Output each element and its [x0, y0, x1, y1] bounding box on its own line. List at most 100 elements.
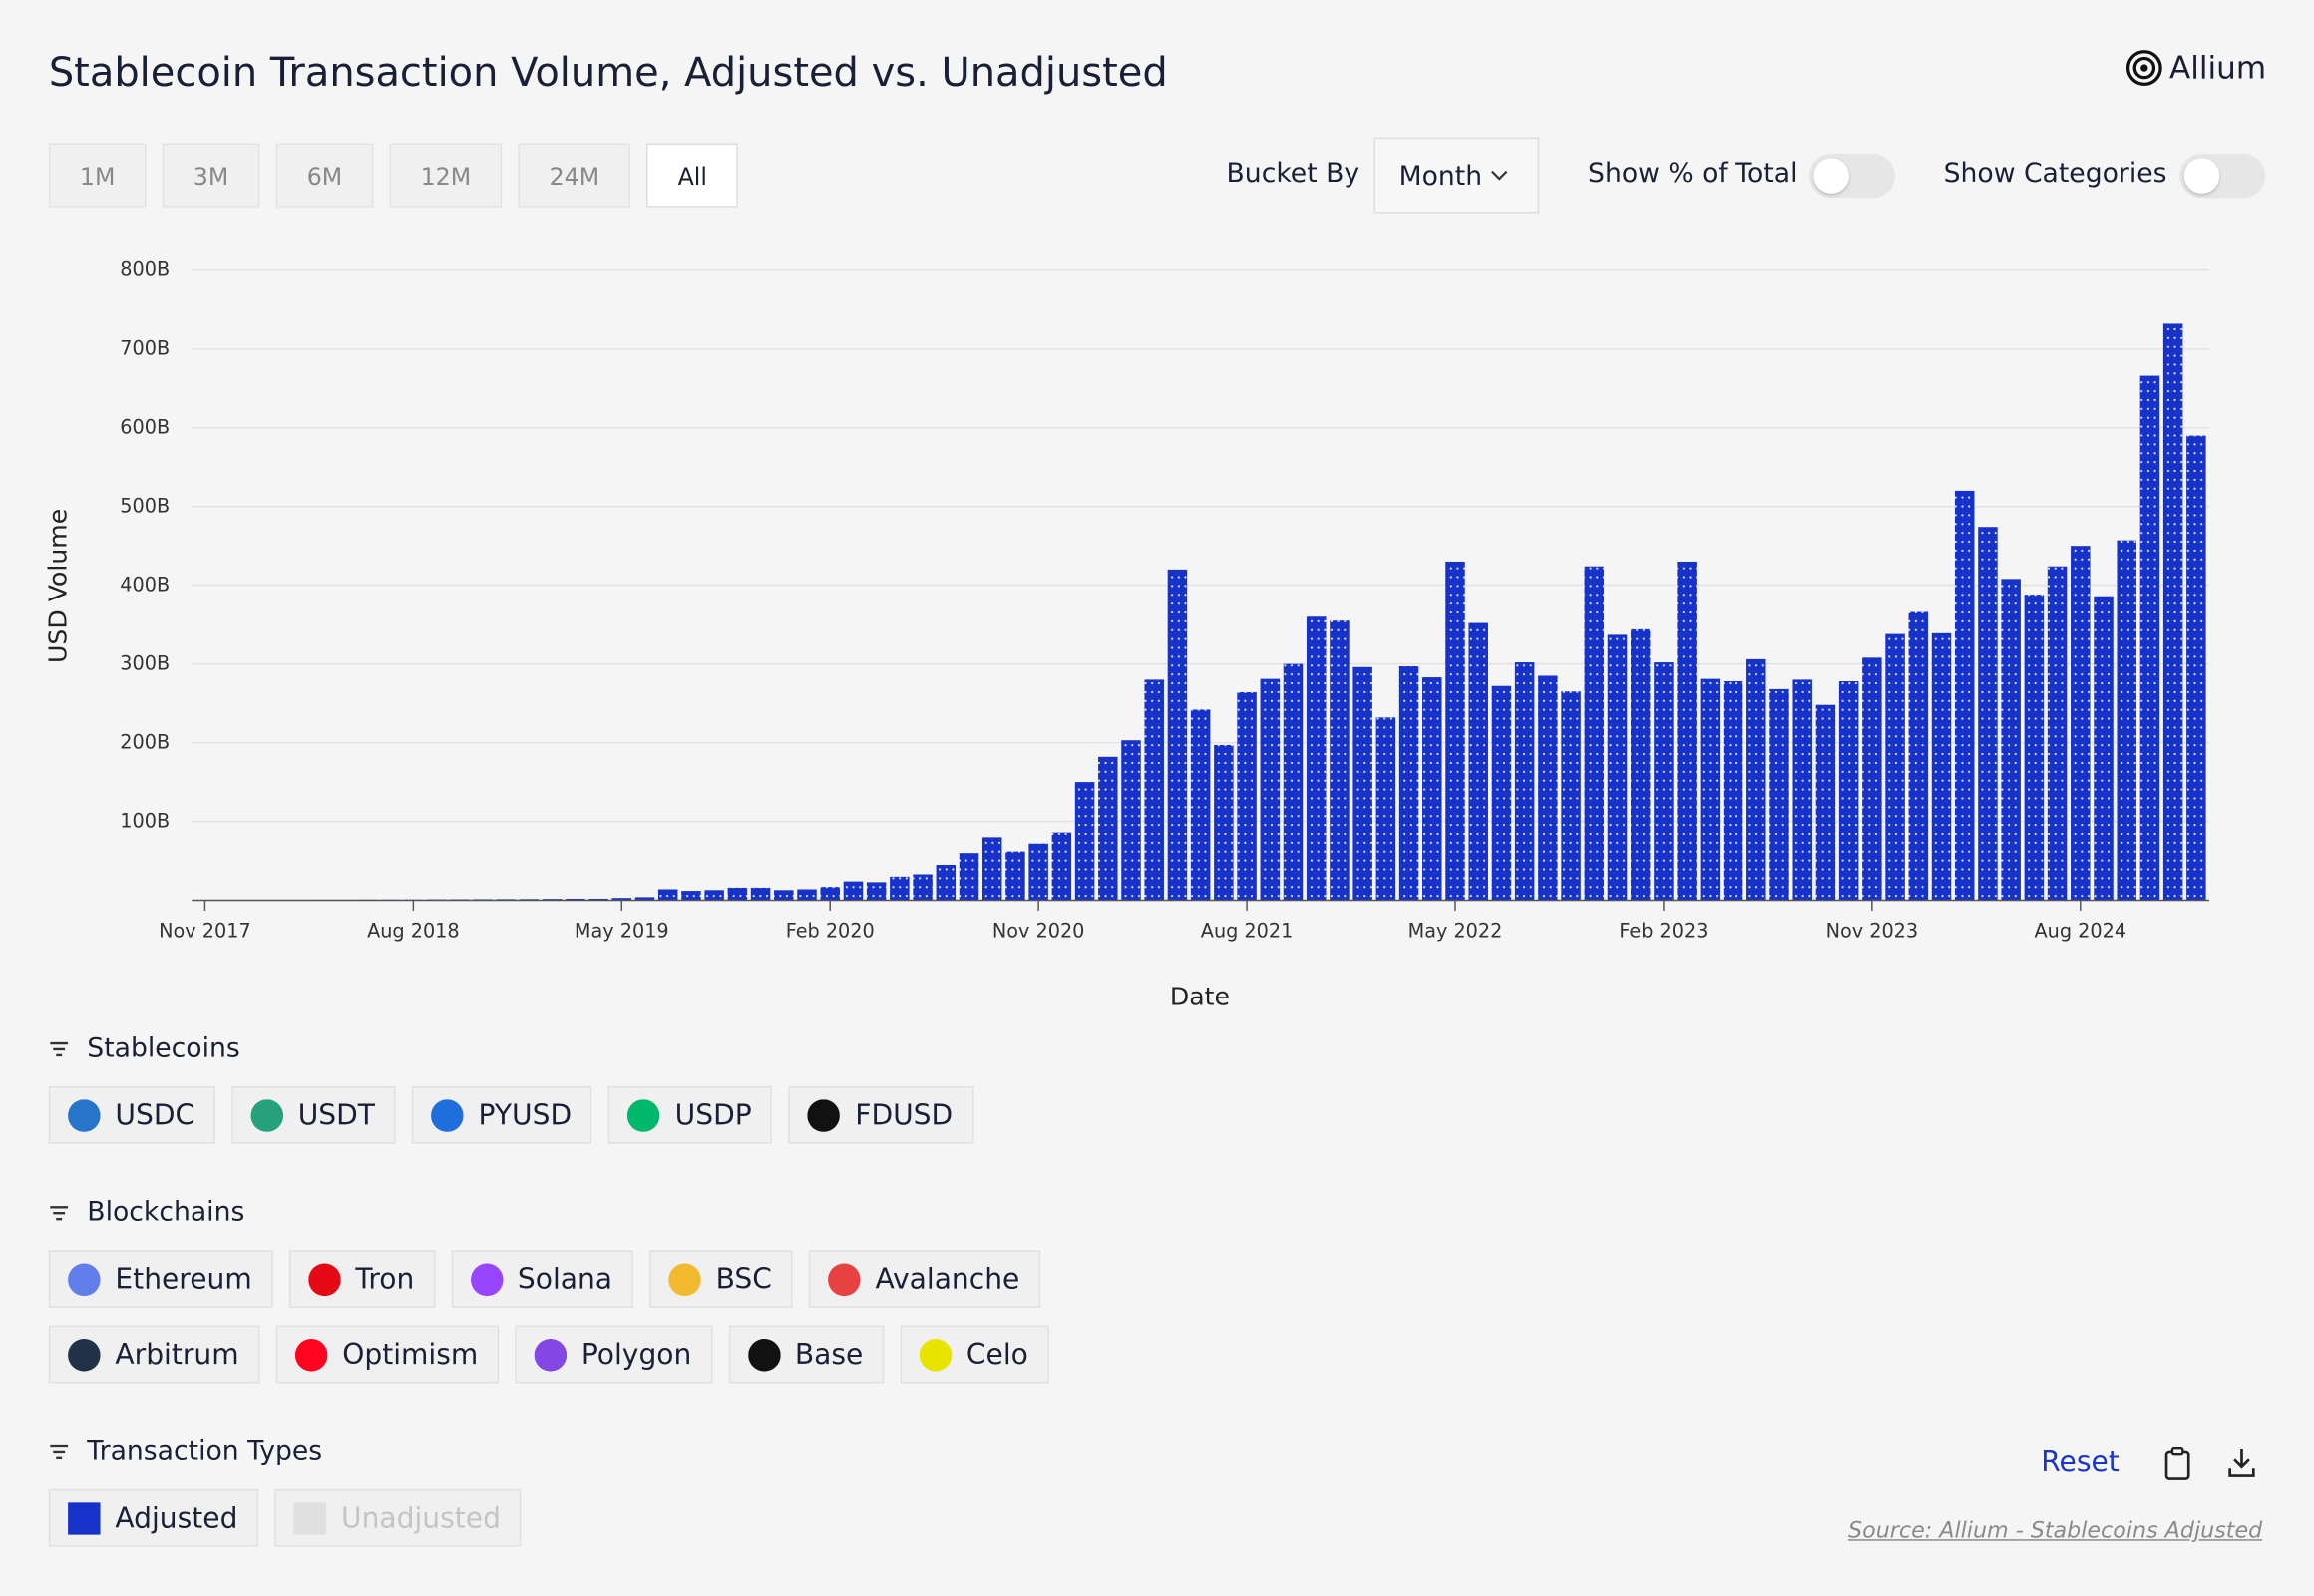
y-tick-label: 200B [120, 731, 170, 754]
filter-chip[interactable]: Celo [900, 1325, 1049, 1384]
bar [1931, 632, 1952, 901]
filter-icon-lines [50, 1205, 69, 1220]
chip-icon [293, 1501, 327, 1535]
filter-chip[interactable]: Polygon [515, 1325, 713, 1384]
bar [1908, 611, 1929, 901]
bar [1214, 744, 1234, 901]
y-tick-label: 500B [120, 495, 170, 518]
bar [2071, 546, 2091, 901]
bar [2047, 566, 2068, 901]
bar [566, 898, 585, 901]
filter-chip[interactable]: USDC [48, 1085, 215, 1144]
range-button[interactable]: 1M [48, 143, 147, 208]
y-tick-label: 600B [120, 416, 170, 439]
bar [1352, 666, 1372, 901]
filter-chip[interactable]: Adjusted [48, 1488, 259, 1547]
bar [913, 874, 933, 901]
chip-label: USDT [297, 1098, 375, 1132]
bar [1121, 740, 1141, 901]
bar [2117, 540, 2136, 901]
bar [936, 865, 957, 901]
coin-icon [431, 1098, 464, 1132]
coin-icon [919, 1338, 953, 1371]
chip-label: Base [794, 1338, 864, 1371]
filter-chip[interactable]: Base [728, 1325, 885, 1384]
bar [611, 898, 632, 901]
filter-chip[interactable]: BSC [649, 1250, 793, 1308]
coin-icon [747, 1338, 781, 1371]
bar [588, 898, 608, 901]
bar [2094, 596, 2114, 901]
filter-chip[interactable]: USDT [231, 1085, 396, 1144]
filter-icon [50, 1205, 69, 1220]
bar [1630, 628, 1651, 901]
filter-chip[interactable]: Avalanche [808, 1250, 1041, 1308]
copy-icon[interactable] [2162, 1446, 2195, 1482]
chip-icon [470, 1262, 504, 1296]
chip-icon [68, 1501, 101, 1535]
toggle[interactable] [1808, 153, 1895, 199]
filter-chip[interactable]: Solana [451, 1250, 633, 1308]
filter-icon-lines [50, 1444, 69, 1459]
range-button[interactable]: 3M [162, 143, 260, 208]
bar [1445, 561, 1465, 901]
filter-chip[interactable]: Unadjusted [274, 1488, 522, 1547]
reset-button[interactable]: Reset [2041, 1445, 2120, 1479]
x-tick-label: Aug 2018 [367, 920, 460, 943]
bar [1398, 665, 1419, 901]
filter-chip[interactable]: Arbitrum [48, 1325, 260, 1384]
bar [1514, 662, 1535, 901]
toggle-label: Show % of Total [1588, 158, 1798, 190]
chip-icon [307, 1262, 341, 1296]
range-button[interactable]: 12M [389, 143, 503, 208]
chip-label: Adjusted [115, 1501, 238, 1535]
filter-chip[interactable]: FDUSD [788, 1085, 973, 1144]
chip-row: Adjusted Unadjusted [48, 1488, 522, 1547]
range-button[interactable]: All [646, 143, 739, 208]
download-icon[interactable] [2225, 1446, 2258, 1482]
bar [1074, 782, 1095, 901]
bar [1607, 634, 1628, 901]
chip-label: Arbitrum [115, 1338, 239, 1371]
bar [1677, 561, 1697, 901]
filter-icon [50, 1041, 69, 1056]
bar [797, 889, 817, 901]
bar [1005, 851, 1025, 901]
bar [1260, 678, 1281, 901]
x-tick-label: Nov 2020 [992, 920, 1085, 943]
source-link[interactable]: Source: Allium - Stablecoins Adjusted [1848, 1517, 2263, 1544]
toggle[interactable] [2179, 153, 2266, 199]
y-tick-label: 300B [120, 652, 170, 675]
y-tick-label: 700B [120, 337, 170, 360]
filter-chip[interactable]: USDP [608, 1085, 773, 1144]
filter-chip[interactable]: Tron [288, 1250, 436, 1308]
range-buttons: 1M 3M 6M 12M 24M All [48, 143, 739, 208]
bar [1283, 663, 1304, 901]
bucket-dropdown[interactable]: Month [1373, 137, 1540, 214]
bar [1746, 658, 1766, 901]
bar [774, 890, 794, 901]
chip-icon [68, 1262, 101, 1296]
coin-icon [294, 1338, 328, 1371]
chip-row: USDC USDT PYUSD USDP FDUSD [48, 1085, 973, 1144]
bar [2139, 375, 2160, 901]
x-tick-label: Feb 2020 [786, 920, 875, 943]
range-button[interactable]: 24M [518, 143, 631, 208]
coin-icon [68, 1098, 101, 1132]
chip-label: Tron [355, 1262, 415, 1296]
filter-chip[interactable]: Optimism [275, 1325, 499, 1384]
chip-icon [627, 1098, 660, 1132]
y-tick-label: 100B [120, 809, 170, 832]
x-tick-label: May 2019 [575, 920, 669, 943]
bar [2186, 435, 2206, 901]
bucket-label: Bucket By [1226, 158, 1360, 190]
range-button[interactable]: 6M [275, 143, 374, 208]
filter-title: Blockchains [87, 1196, 245, 1229]
bar [1838, 681, 1859, 901]
x-tick-label: Nov 2023 [1826, 920, 1919, 943]
filter-chip[interactable]: PYUSD [411, 1085, 592, 1144]
filter-chip[interactable]: Ethereum [48, 1250, 273, 1308]
bar [1978, 527, 1998, 901]
chip-label: Ethereum [115, 1262, 252, 1296]
